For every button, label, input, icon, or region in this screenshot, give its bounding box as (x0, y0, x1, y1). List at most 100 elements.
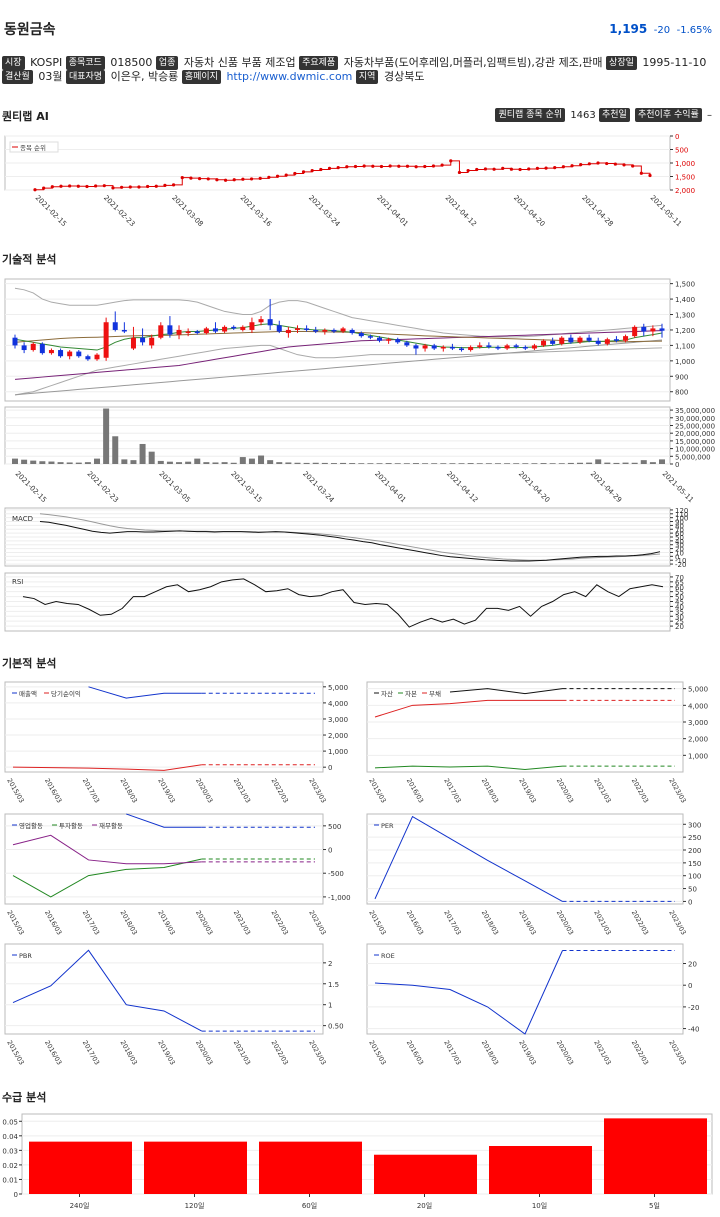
volume-chart: 05,000,00010,000,00015,000,00020,000,000… (4, 406, 715, 505)
volume-bar (504, 463, 511, 464)
rank-point (414, 165, 418, 169)
candle-body (294, 328, 300, 330)
volume-bar (157, 460, 164, 464)
roe-chart: -40 -20 0 20 ROE 2015/03 2016/03 2017/03 2018/03… (366, 943, 699, 1066)
y-tick-label: 0.05 (2, 1118, 18, 1126)
volume-bar (394, 463, 401, 464)
y-tick-label: 30,000,000 (675, 415, 715, 423)
candle-body (541, 340, 547, 346)
y-tick-label: 80 (675, 522, 684, 530)
x-tick-label: 2020/03 (194, 777, 214, 804)
rsi-line (22, 578, 664, 628)
x-tick-label: 2017/03 (442, 909, 462, 936)
volume-bar (57, 462, 64, 464)
candle-body (222, 326, 228, 332)
candle-body (194, 331, 200, 334)
y-tick-label: -40 (688, 1026, 699, 1034)
series-line-재무활동 (12, 834, 202, 865)
volume-bar (531, 463, 538, 464)
x-tick-label: 2015/03 (367, 909, 387, 936)
volume-bar (203, 462, 210, 464)
y-tick-label: 120 (675, 507, 688, 515)
volume-bar (39, 461, 46, 464)
y-tick-label: 300 (688, 821, 701, 829)
homepage-link[interactable]: http://www.dwmic.com (226, 70, 353, 83)
candle-body (477, 345, 483, 347)
y-tick-label: -10 (675, 557, 686, 565)
rank-point (440, 163, 444, 167)
candle-body (349, 329, 355, 334)
x-tick-label: 2021-02-15 (34, 194, 68, 228)
y-tick-label: 50 (688, 886, 697, 894)
y-tick-label: 15,000,000 (675, 438, 715, 446)
x-tick-label: 2017/03 (442, 1039, 462, 1066)
x-tick-label: 2022/03 (630, 909, 650, 936)
rank-value: 1463 (570, 110, 596, 121)
x-tick-label: 2015/03 (5, 1039, 25, 1066)
candle-body (559, 337, 565, 344)
candle-body (322, 329, 328, 332)
volume-bar (66, 462, 73, 464)
rank-point (535, 166, 539, 170)
series-line-자본 (374, 765, 563, 771)
y-tick-label: -500 (328, 870, 344, 878)
volume-bar (176, 462, 183, 464)
volume-bar (367, 463, 374, 464)
rank-chart: 0 500 1,000 1,500 2,000 종목 순위 2021-02-15 2021-0… (4, 133, 695, 229)
rank-point (397, 164, 401, 168)
y-tick-label: 1,500 (675, 281, 695, 289)
plot-frame (4, 813, 324, 905)
rank-point (336, 165, 340, 170)
rank-point (388, 164, 392, 168)
volume-bar (640, 460, 647, 464)
volume-bar (449, 463, 456, 464)
moving-average-purple (14, 330, 663, 380)
rank-point (518, 167, 522, 172)
y-tick-label: 10 (675, 549, 684, 557)
volume-bar (239, 457, 246, 464)
candle-body (459, 348, 465, 351)
volume-bar (576, 462, 583, 464)
rank-point (163, 183, 167, 188)
x-tick-label: 2018/03 (119, 777, 139, 804)
x-tick-label: 2020/03 (555, 777, 575, 804)
rank-point (102, 184, 106, 188)
candle-body (650, 328, 656, 332)
rank-point (59, 184, 63, 188)
product-value: 자동차부품(도어후레임,머플러,임팩트빔),강관 제조,판매 (343, 56, 603, 69)
candle-body (176, 329, 182, 335)
supply-bar (374, 1154, 477, 1194)
rank-point (111, 186, 115, 190)
volume-bar (112, 436, 119, 464)
rank-point (319, 167, 323, 172)
candle-body (440, 346, 446, 349)
y-tick-label: 0 (675, 461, 679, 469)
y-tick-label: 0.03 (2, 1147, 18, 1155)
volume-bar (659, 459, 665, 464)
ceo-tag: 대표자명 (65, 70, 106, 84)
volume-bar (513, 463, 520, 464)
rank-point (137, 185, 141, 189)
candle-body (167, 325, 173, 335)
volume-bar (312, 462, 319, 464)
legend-entry: 자산 (381, 689, 393, 698)
rank-point (405, 164, 410, 168)
rank-point (85, 184, 89, 189)
plot-frame (4, 681, 324, 773)
volume-bar (586, 462, 593, 464)
legend-entry: 자본 (405, 689, 417, 698)
ai-summary: 퀀티랩 종목 순위 1463 추천일 추천이후 수익률 – (495, 108, 712, 122)
stock-title: 동원금속 (4, 22, 56, 38)
y-tick-label: 0.50 (328, 1023, 344, 1031)
y-tick-label: 35 (675, 608, 684, 616)
x-tick-label: 2021-04-12 (445, 470, 479, 504)
rank-point (613, 162, 617, 166)
x-tick-label: 2021-04-29 (589, 470, 623, 504)
x-tick-label: 2021-03-16 (239, 194, 274, 229)
y-tick-label: 0 (328, 764, 332, 772)
legend-entry: 부채 (429, 690, 441, 698)
y-tick-label: 250 (688, 834, 701, 842)
rank-point (353, 164, 358, 169)
x-tick-label: 2021/03 (232, 777, 252, 804)
series-line-PER (374, 815, 563, 902)
